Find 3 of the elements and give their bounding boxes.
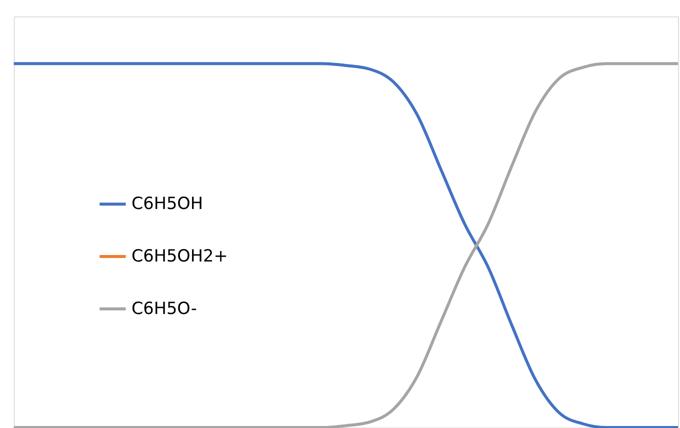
legend-label: C6H5OH [131,193,204,214]
legend-label: C6H5O- [131,298,197,318]
legend-label: C6H5OH2+ [131,245,228,266]
